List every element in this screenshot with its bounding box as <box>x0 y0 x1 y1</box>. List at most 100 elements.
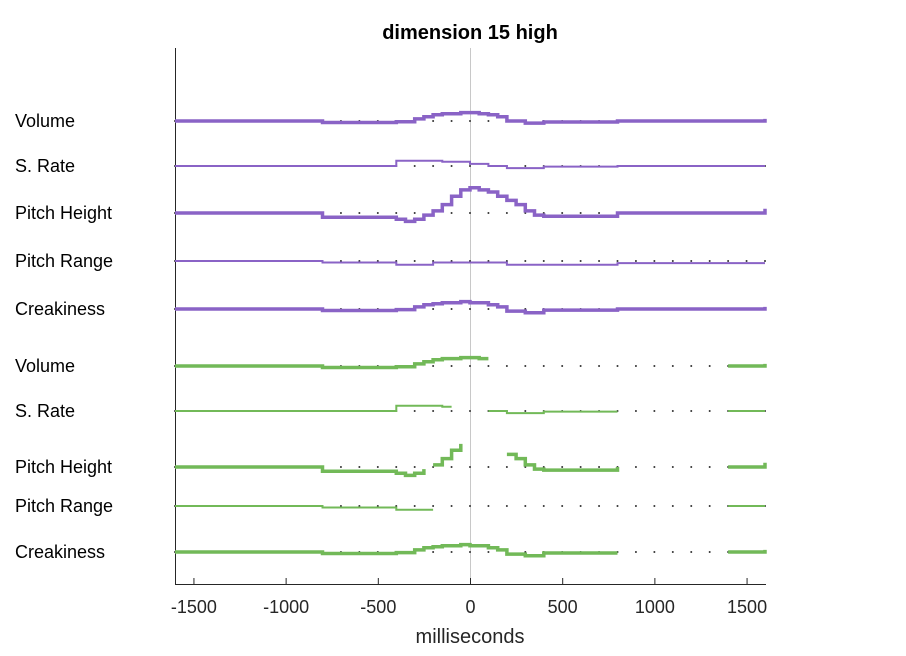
series-line-creakiness-g2 <box>175 542 618 558</box>
baseline-dot <box>358 212 361 214</box>
baseline-dot <box>561 505 564 507</box>
baseline-dot <box>671 505 674 507</box>
series-line-s-rate-g2 <box>175 404 452 412</box>
baseline-dot <box>690 410 693 412</box>
baseline-dot <box>469 365 471 367</box>
baseline-dot <box>598 260 601 262</box>
baseline-dot <box>432 365 435 367</box>
series-line-pitch-height-g2 <box>433 443 463 467</box>
baseline-dot <box>690 505 693 507</box>
baseline-dot <box>708 551 711 553</box>
baseline-dot <box>616 365 619 367</box>
x-ticks: -1500 -1000 -500 0 500 1000 1500 <box>171 578 767 617</box>
baseline-dot <box>524 410 527 412</box>
baseline-dot <box>561 466 564 468</box>
baseline-dot <box>616 505 619 507</box>
baseline-dot <box>727 260 730 262</box>
baseline-dot <box>487 365 490 367</box>
baseline-dot <box>653 410 656 412</box>
x-tick-label: -500 <box>360 597 396 617</box>
baseline-dot <box>598 505 601 507</box>
baseline-dot <box>376 212 379 214</box>
baseline-dot <box>745 260 748 262</box>
baseline-dot <box>708 365 711 367</box>
baseline-dot <box>450 212 453 214</box>
baseline-dot <box>598 365 601 367</box>
x-axis-label: milliseconds <box>416 626 525 648</box>
baseline-dot <box>505 212 508 214</box>
row-label: Volume <box>15 111 75 131</box>
baseline-dot <box>690 365 693 367</box>
baseline-dot <box>524 165 527 167</box>
baseline-dot <box>708 260 711 262</box>
baseline-dot <box>690 466 693 468</box>
series-line-s-rate-g1 <box>175 159 765 170</box>
baseline-dot <box>579 365 582 367</box>
baseline-dot <box>450 466 453 468</box>
baseline-dot <box>579 260 582 262</box>
baseline-dot <box>413 505 416 507</box>
baseline-dot <box>339 212 342 214</box>
baseline-dot <box>469 505 471 507</box>
baseline-dot <box>634 466 637 468</box>
baseline-dot <box>708 505 711 507</box>
baseline-dot <box>487 551 490 553</box>
baseline-dot <box>450 165 453 167</box>
row-label: Volume <box>15 356 75 376</box>
baseline-dot <box>413 410 416 412</box>
series-line-volume-g1 <box>175 110 767 125</box>
baseline-dot <box>634 505 637 507</box>
row-label: S. Rate <box>15 156 75 176</box>
baseline-dot <box>690 260 693 262</box>
x-tick-label: 500 <box>548 597 578 617</box>
x-tick-label: 1500 <box>727 597 767 617</box>
row-label: Creakiness <box>15 542 105 562</box>
baseline-dot <box>505 466 508 468</box>
row-labels: Volume S. Rate Pitch Height Pitch Range Crea… <box>15 111 113 562</box>
baseline-dot <box>432 551 435 553</box>
baseline-dot <box>616 260 619 262</box>
series-line-pitch-height-g1 <box>175 186 767 224</box>
chart-title: dimension 15 high <box>382 22 558 44</box>
baseline-dot <box>653 505 656 507</box>
x-tick-label: -1500 <box>171 597 217 617</box>
series-line-volume-g2 <box>175 355 489 370</box>
baseline-dot <box>579 505 582 507</box>
baseline-dot <box>432 308 435 310</box>
baseline-dot <box>339 466 342 468</box>
baseline-dot <box>469 551 471 553</box>
baseline-dot <box>505 505 508 507</box>
baseline-dot <box>708 466 711 468</box>
row-label: Pitch Range <box>15 496 113 516</box>
baseline-dot <box>450 308 453 310</box>
baseline-dot <box>358 466 361 468</box>
row-label: Pitch Range <box>15 251 113 271</box>
baseline-dot <box>690 551 693 553</box>
baseline-dot <box>450 551 453 553</box>
baseline-dot <box>413 260 416 262</box>
baseline-dot <box>413 165 416 167</box>
baseline-dot <box>469 410 471 412</box>
series-line-creakiness-g1 <box>175 299 767 315</box>
baseline-dot <box>450 410 453 412</box>
x-tick-label: 0 <box>465 597 475 617</box>
baseline-dot <box>708 410 711 412</box>
baseline-dot <box>413 212 416 214</box>
baseline-dot <box>653 551 656 553</box>
baseline-dot <box>598 466 601 468</box>
baseline-dot <box>432 410 435 412</box>
baseline-dot <box>598 212 601 214</box>
x-tick-label: -1000 <box>263 597 309 617</box>
baseline-dot <box>561 260 564 262</box>
baseline-dot <box>634 260 637 262</box>
baseline-dot <box>450 505 453 507</box>
series-line-pitch-range-g1 <box>175 260 765 266</box>
baseline-dot <box>432 505 435 507</box>
baseline-dot <box>395 466 398 468</box>
row-label: S. Rate <box>15 401 75 421</box>
baseline-dot <box>764 260 766 262</box>
baseline-dot <box>579 212 582 214</box>
baseline-dot <box>487 505 490 507</box>
baseline-dot <box>487 308 490 310</box>
